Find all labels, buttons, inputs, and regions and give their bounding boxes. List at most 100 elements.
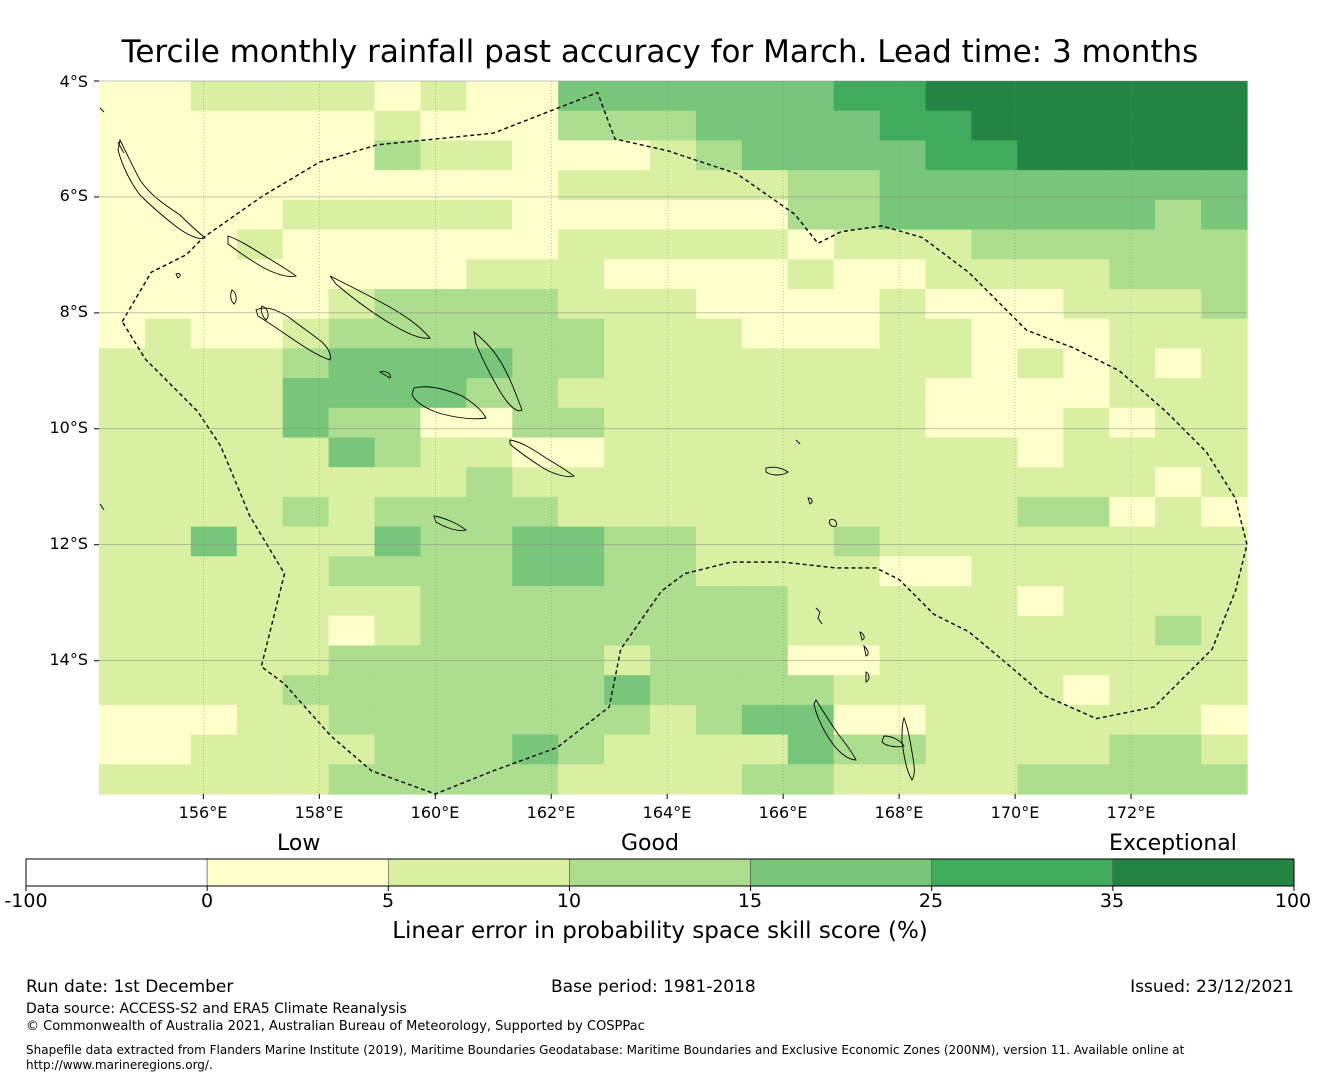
grid-cell: [99, 615, 146, 647]
grid-cell: [1017, 318, 1064, 349]
grid-cell: [741, 288, 789, 320]
grid-cell: [512, 734, 559, 765]
grid-cell: [236, 378, 284, 409]
grid-cell: [833, 288, 881, 320]
grid-cell: [1109, 556, 1156, 587]
grid-cell: [650, 704, 697, 736]
grid-cell: [1063, 378, 1110, 409]
grid-cell: [833, 496, 881, 528]
grid-cell: [190, 586, 238, 617]
grid-cell: [604, 348, 651, 379]
grid-cell: [1063, 496, 1110, 528]
grid-cell: [1017, 348, 1064, 379]
grid-cell: [925, 407, 973, 439]
grid-cell: [1109, 259, 1156, 290]
cb-tick-0: 0: [200, 890, 214, 912]
island-small-6: [99, 503, 105, 511]
grid-cell: [282, 259, 330, 290]
grid-cell: [925, 259, 973, 290]
grid-cell: [374, 199, 422, 231]
grid-cell: [420, 467, 467, 498]
grid-cell: [236, 288, 284, 320]
grid-cell: [420, 764, 467, 795]
grid-cell: [236, 704, 284, 736]
grid-cell: [1201, 556, 1248, 587]
grid-cell: [741, 764, 789, 795]
island-choiseul: [227, 235, 298, 277]
lon-label-156e: 156°E: [178, 803, 228, 822]
grid-cell: [328, 348, 376, 379]
grid-cell: [741, 556, 789, 587]
grid-cell: [99, 407, 146, 439]
grid-cell: [282, 318, 330, 349]
grid-cell: [604, 199, 651, 231]
grid-cell: [879, 259, 927, 290]
grid-cell: [1201, 140, 1248, 171]
grid-cell: [695, 437, 743, 468]
colorbar-label: Linear error in probability space skill …: [392, 918, 928, 944]
grid-cell: [420, 229, 467, 260]
grid-cell: [420, 170, 467, 201]
grid-cell: [144, 288, 192, 320]
island-new-georgia: [255, 307, 331, 361]
grid-cell: [466, 259, 513, 290]
island-small-2: [807, 497, 813, 505]
grid-cell: [1201, 437, 1248, 468]
grid-cell: [282, 199, 330, 231]
grid-cell: [282, 556, 330, 587]
run-date: Run date: 1st December: [26, 977, 234, 997]
grid-cell: [1201, 586, 1248, 617]
grid-cell: [374, 348, 422, 379]
grid-cell: [99, 110, 146, 142]
grid-cell: [1109, 586, 1156, 617]
grid-cell: [236, 348, 284, 379]
grid-cell: [879, 229, 927, 260]
grid-cell: [282, 378, 330, 409]
grid-cell: [1109, 734, 1156, 765]
grid-cell: [99, 170, 146, 201]
grid-cell: [650, 586, 697, 617]
grid-cell: [512, 675, 559, 706]
grid-cell: [512, 496, 559, 528]
grid-cell: [144, 734, 192, 765]
grid-cell: [420, 704, 467, 736]
grid-cell: [1201, 318, 1248, 349]
grid-cell: [1109, 81, 1156, 112]
grid-cell: [971, 615, 1018, 647]
grid-cell: [650, 170, 697, 201]
grid-cell: [925, 199, 973, 231]
grid-cell: [512, 615, 559, 647]
grid-cell: [695, 140, 743, 171]
grid-cell: [144, 526, 192, 557]
grid-cell: [787, 615, 835, 647]
grid-cell: [604, 110, 651, 142]
grid-cell: [1017, 496, 1064, 528]
issued-date: Issued: 23/12/2021: [1130, 977, 1294, 997]
grid-cell: [466, 437, 513, 468]
grid-cell: [328, 496, 376, 528]
grid-cell: [558, 615, 605, 647]
grid-cell: [558, 407, 605, 439]
grid-cell: [695, 81, 743, 112]
grid-cell: [99, 496, 146, 528]
grid-cell: [925, 318, 973, 349]
island-buka: [117, 141, 125, 154]
grid-cell: [1201, 407, 1248, 439]
grid-cell: [466, 140, 513, 171]
grid-cell: [374, 229, 422, 260]
grid-cell: [650, 556, 697, 587]
grid-cell: [374, 378, 422, 409]
grid-cell: [695, 407, 743, 439]
grid-cell: [236, 199, 284, 231]
grid-cell: [787, 140, 835, 171]
grid-cell: [879, 407, 927, 439]
grid-cell: [144, 348, 192, 379]
grid-cell: [787, 318, 835, 349]
grid-cell: [741, 496, 789, 528]
cb-tick-35: 35: [1099, 890, 1125, 912]
lat-label-10s: 10°S: [49, 418, 88, 437]
grid-cell: [925, 496, 973, 528]
grid-cell: [1017, 259, 1064, 290]
grid-cell: [190, 556, 238, 587]
grid-cell: [879, 288, 927, 320]
